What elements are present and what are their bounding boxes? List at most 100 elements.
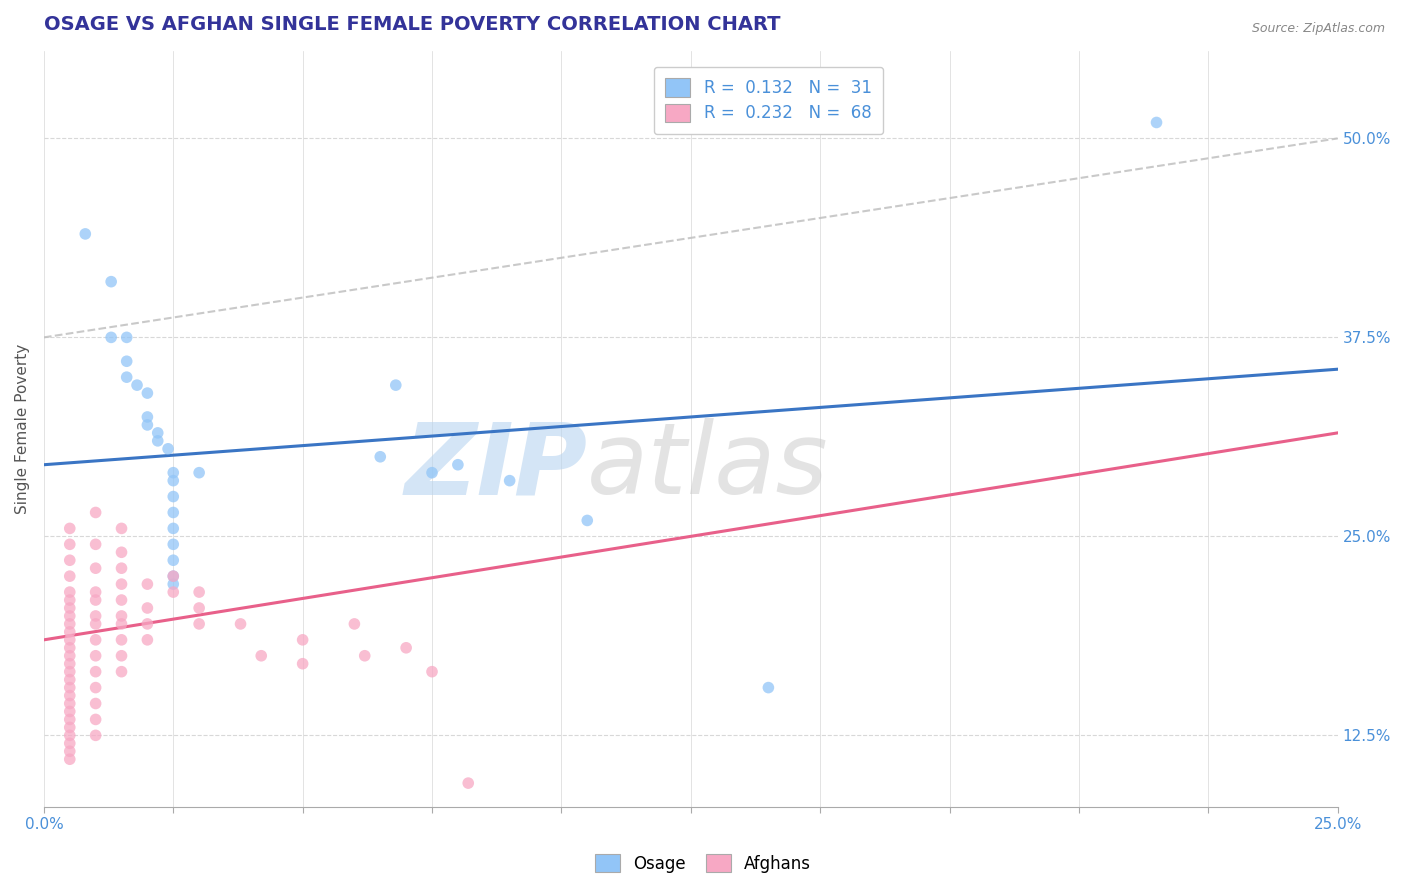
Point bbox=[136, 409, 159, 424]
Point bbox=[395, 640, 418, 655]
Text: Source: ZipAtlas.com: Source: ZipAtlas.com bbox=[1251, 22, 1385, 36]
Point bbox=[59, 569, 82, 583]
Point bbox=[59, 681, 82, 695]
Point bbox=[188, 585, 211, 599]
Point bbox=[115, 330, 138, 344]
Point bbox=[136, 417, 159, 432]
Point bbox=[162, 466, 184, 480]
Point bbox=[84, 665, 107, 679]
Point bbox=[115, 370, 138, 384]
Point bbox=[457, 776, 479, 790]
Point bbox=[110, 665, 132, 679]
Point bbox=[84, 697, 107, 711]
Point bbox=[188, 466, 211, 480]
Point bbox=[162, 537, 184, 551]
Point bbox=[110, 609, 132, 624]
Point bbox=[136, 616, 159, 631]
Point bbox=[343, 616, 366, 631]
Point bbox=[110, 521, 132, 535]
Point bbox=[84, 561, 107, 575]
Point bbox=[59, 736, 82, 750]
Point bbox=[229, 616, 252, 631]
Point bbox=[188, 601, 211, 615]
Point bbox=[162, 474, 184, 488]
Text: atlas: atlas bbox=[588, 418, 830, 516]
Point bbox=[84, 537, 107, 551]
Point bbox=[136, 601, 159, 615]
Point bbox=[84, 593, 107, 607]
Point bbox=[59, 632, 82, 647]
Point bbox=[59, 728, 82, 742]
Point bbox=[59, 697, 82, 711]
Point bbox=[59, 537, 82, 551]
Point bbox=[59, 705, 82, 719]
Point bbox=[59, 713, 82, 727]
Point bbox=[59, 640, 82, 655]
Point bbox=[162, 490, 184, 504]
Point bbox=[84, 506, 107, 520]
Point bbox=[59, 616, 82, 631]
Point bbox=[110, 593, 132, 607]
Point bbox=[84, 609, 107, 624]
Point bbox=[250, 648, 273, 663]
Point bbox=[84, 616, 107, 631]
Point bbox=[59, 720, 82, 734]
Point bbox=[420, 665, 443, 679]
Point bbox=[1146, 115, 1168, 129]
Point bbox=[59, 657, 82, 671]
Point bbox=[110, 561, 132, 575]
Point bbox=[84, 648, 107, 663]
Legend: Osage, Afghans: Osage, Afghans bbox=[588, 847, 818, 880]
Point bbox=[136, 632, 159, 647]
Point bbox=[368, 450, 391, 464]
Legend: R =  0.132   N =  31, R =  0.232   N =  68: R = 0.132 N = 31, R = 0.232 N = 68 bbox=[654, 67, 883, 134]
Point bbox=[84, 728, 107, 742]
Point bbox=[59, 585, 82, 599]
Point bbox=[100, 275, 122, 289]
Point bbox=[59, 609, 82, 624]
Point bbox=[162, 569, 184, 583]
Point bbox=[136, 577, 159, 591]
Point bbox=[188, 616, 211, 631]
Point bbox=[384, 378, 406, 392]
Point bbox=[291, 657, 314, 671]
Point bbox=[59, 744, 82, 758]
Point bbox=[59, 665, 82, 679]
Point bbox=[420, 466, 443, 480]
Point bbox=[447, 458, 470, 472]
Point bbox=[110, 616, 132, 631]
Point bbox=[115, 354, 138, 368]
Point bbox=[100, 330, 122, 344]
Point bbox=[146, 434, 169, 448]
Point bbox=[157, 442, 180, 456]
Point bbox=[353, 648, 375, 663]
Text: OSAGE VS AFGHAN SINGLE FEMALE POVERTY CORRELATION CHART: OSAGE VS AFGHAN SINGLE FEMALE POVERTY CO… bbox=[44, 15, 780, 34]
Point bbox=[59, 593, 82, 607]
Point bbox=[110, 577, 132, 591]
Y-axis label: Single Female Poverty: Single Female Poverty bbox=[15, 343, 30, 514]
Point bbox=[162, 553, 184, 567]
Point bbox=[84, 681, 107, 695]
Point bbox=[84, 713, 107, 727]
Point bbox=[59, 752, 82, 766]
Point bbox=[162, 506, 184, 520]
Point bbox=[125, 378, 148, 392]
Point bbox=[59, 521, 82, 535]
Point bbox=[162, 521, 184, 535]
Point bbox=[59, 689, 82, 703]
Point bbox=[59, 673, 82, 687]
Point bbox=[291, 632, 314, 647]
Point bbox=[110, 648, 132, 663]
Point bbox=[162, 569, 184, 583]
Point bbox=[59, 553, 82, 567]
Point bbox=[136, 386, 159, 401]
Point bbox=[59, 601, 82, 615]
Point bbox=[110, 632, 132, 647]
Point bbox=[162, 585, 184, 599]
Point bbox=[162, 577, 184, 591]
Point bbox=[75, 227, 97, 241]
Point bbox=[84, 585, 107, 599]
Text: ZIP: ZIP bbox=[405, 418, 588, 516]
Point bbox=[498, 474, 520, 488]
Point bbox=[110, 545, 132, 559]
